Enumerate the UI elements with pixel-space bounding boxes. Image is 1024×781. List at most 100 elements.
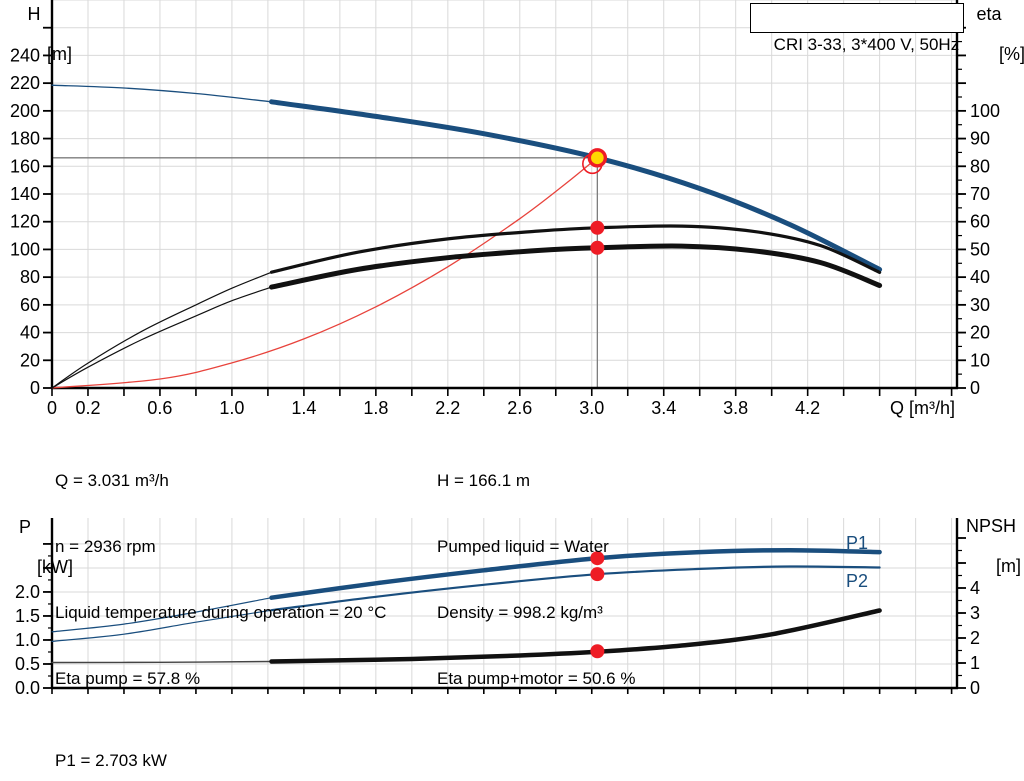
x-tick-label: 1.8 xyxy=(363,398,388,418)
p1-duty-dot xyxy=(590,551,605,566)
right-tick-label: 30 xyxy=(970,295,990,315)
info-liquid-temp: Liquid temperature during operation = 20… xyxy=(55,603,387,622)
x-tick-label: 4.2 xyxy=(795,398,820,418)
top-chart-grid xyxy=(52,0,957,388)
p-axis-title-line1: P xyxy=(18,517,31,537)
curve-qh-curve-thin xyxy=(51,84,273,103)
h-axis-title-line1: H xyxy=(27,4,41,24)
top-chart-x-ticks: 0 0.2 0.6 1.0 1.4 1.8 2.2 2.6 3.0 3.4 3.8 4.2 xyxy=(47,388,953,418)
right-tick-label: 60 xyxy=(970,212,990,232)
left-tick-label: 0.5 xyxy=(15,654,40,674)
left-tick-label: 220 xyxy=(10,73,40,93)
left-tick-label: 20 xyxy=(20,350,40,370)
duty-point-marker[interactable] xyxy=(587,148,608,168)
x-tick-label: 0.2 xyxy=(75,398,100,418)
duty-guides xyxy=(52,157,598,388)
pump-title: CRI 3-33, 3*400 V, 50Hz xyxy=(773,35,960,54)
top-chart-series xyxy=(51,84,883,389)
left-tick-label: 120 xyxy=(10,212,40,232)
curve-system-curve xyxy=(51,157,598,389)
left-tick-label: 80 xyxy=(20,267,40,287)
x-tick-label: 1.0 xyxy=(219,398,244,418)
npsh-duty-dot xyxy=(590,644,605,659)
left-tick-label: 140 xyxy=(10,184,40,204)
h-axis-unit: [m] xyxy=(47,44,73,64)
right-tick-label: 100 xyxy=(970,101,1000,121)
left-tick-label: 160 xyxy=(10,156,40,176)
left-tick-label: 0.0 xyxy=(15,678,40,698)
eta-pump-duty-dot xyxy=(590,220,605,235)
h-axis-title: H [m] xyxy=(12,4,73,64)
right-tick-label: 4 xyxy=(970,578,980,598)
bottom-chart-x-ticks xyxy=(51,688,953,694)
bottom-chart-grid xyxy=(52,518,957,688)
npsh-axis-title: NPSH [m] xyxy=(960,516,1022,576)
p1-curve-label: P1 xyxy=(846,533,869,553)
p-axis-title: P [kW] xyxy=(2,517,73,577)
eta-pump-motor-duty-dot xyxy=(590,240,605,255)
eta-axis-title-line1: eta xyxy=(976,4,1002,24)
npsh-axis-unit: [m] xyxy=(996,556,1021,576)
right-tick-label: 0 xyxy=(970,378,980,398)
left-tick-label: 240 xyxy=(10,45,40,65)
left-tick-label: 1.0 xyxy=(15,630,40,650)
bottom-chart-duty-markers xyxy=(590,551,605,659)
curve-npsh-thin xyxy=(51,660,273,664)
power-info: P1 = 2.703 kW P2 = 2.37 kW NPSH = 1.47 m xyxy=(55,706,174,781)
p2-duty-dot xyxy=(590,567,605,582)
info-n: n = 2936 rpm xyxy=(55,537,156,556)
info-q: Q = 3.031 m³/h xyxy=(55,471,169,490)
curve-eta-pump-motor-thin xyxy=(51,286,273,389)
info-pumped-liquid: Pumped liquid = Water xyxy=(437,537,609,556)
curve-eta-pump-thin xyxy=(51,271,273,389)
left-tick-label: 0 xyxy=(30,378,40,398)
left-tick-label: 60 xyxy=(20,295,40,315)
left-tick-label: 180 xyxy=(10,129,40,149)
x-tick-label: 1.4 xyxy=(291,398,316,418)
left-tick-label: 40 xyxy=(20,323,40,343)
curve-p2-thin xyxy=(51,609,273,642)
pump-title-box: CRI 3-33, 3*400 V, 50Hz xyxy=(750,3,964,54)
curve-qh-curve xyxy=(269,99,883,272)
x-tick-label: 3.4 xyxy=(651,398,676,418)
right-tick-label: 10 xyxy=(970,350,990,370)
left-tick-label: 100 xyxy=(10,239,40,259)
curve-p1-thin xyxy=(51,597,273,633)
right-tick-label: 2 xyxy=(970,628,980,648)
right-tick-label: 70 xyxy=(970,184,990,204)
info-eta-pump-motor: Eta pump+motor = 50.6 % xyxy=(437,669,636,688)
eta-axis-unit: [%] xyxy=(999,44,1024,64)
eta-axis-title: eta [%] xyxy=(964,4,1024,64)
x-tick-label: 3.0 xyxy=(579,398,604,418)
left-tick-label: 200 xyxy=(10,101,40,121)
duty-info-left: Q = 3.031 m³/h n = 2936 rpm Liquid tempe… xyxy=(55,426,386,734)
x-tick-label: 2.2 xyxy=(435,398,460,418)
x-tick-label: 2.6 xyxy=(507,398,532,418)
q-axis-title: Q [m³/h] xyxy=(889,398,955,418)
right-tick-label: 3 xyxy=(970,603,980,623)
info-eta-pump: Eta pump = 57.8 % xyxy=(55,669,201,688)
right-tick-label: 40 xyxy=(970,267,990,287)
right-tick-label: 90 xyxy=(970,129,990,149)
info-p1: P1 = 2.703 kW xyxy=(55,751,167,770)
x-tick-label: 0 xyxy=(47,398,57,418)
p2-curve-label: P2 xyxy=(846,571,869,591)
top-chart-right-ticks: 0 10 20 30 40 50 60 70 80 90 100 xyxy=(957,26,1000,398)
left-tick-label: 1.5 xyxy=(15,606,40,626)
info-density: Density = 998.2 kg/m³ xyxy=(437,603,603,622)
bottom-chart-left-ticks: 0.0 0.5 1.0 1.5 2.0 xyxy=(15,543,52,698)
right-tick-label: 50 xyxy=(970,239,990,259)
bottom-chart-axes xyxy=(50,518,959,690)
bottom-chart-right-ticks: 0 1 2 3 4 xyxy=(957,537,980,698)
x-tick-label: 3.8 xyxy=(723,398,748,418)
left-tick-label: 2.0 xyxy=(15,582,40,602)
duty-info-right: H = 166.1 m Pumped liquid = Water Densit… xyxy=(437,426,635,734)
right-tick-label: 1 xyxy=(970,653,980,673)
right-tick-label: 80 xyxy=(970,156,990,176)
right-tick-label: 0 xyxy=(970,678,980,698)
x-tick-label: 0.6 xyxy=(147,398,172,418)
p-axis-unit: [kW] xyxy=(37,557,74,577)
npsh-axis-title-line1: NPSH xyxy=(965,516,1016,536)
